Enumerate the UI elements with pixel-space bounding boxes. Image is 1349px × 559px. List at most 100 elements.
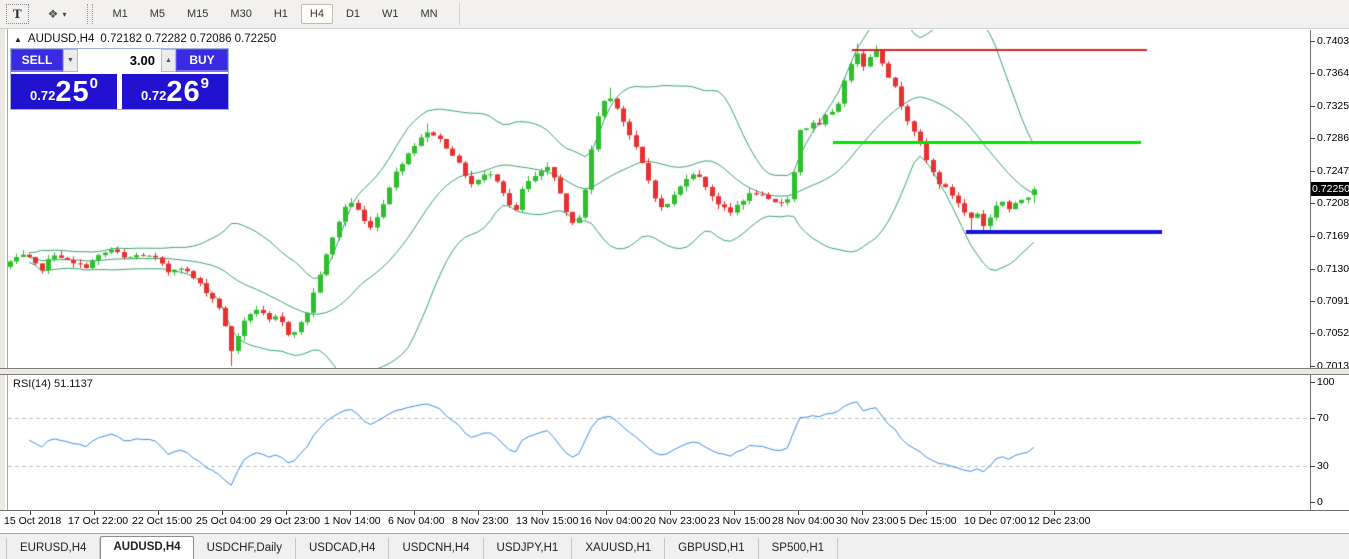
buy-price-box[interactable]: 0.72 26 9 [122, 74, 228, 109]
arrow-style-dropdown-button[interactable]: ❖ ▾ [39, 3, 76, 25]
buy-price-big: 26 [166, 76, 201, 108]
pane-separator[interactable] [0, 368, 1349, 375]
time-axis-tick [1054, 511, 1055, 515]
timeframe-button-mn[interactable]: MN [412, 4, 447, 24]
time-axis-tick [798, 511, 799, 515]
chart-tab-xauusd-h1[interactable]: XAUUSD,H1 [572, 538, 666, 559]
price-axis-tick [1310, 138, 1315, 139]
chart-tab-usdcad-h4[interactable]: USDCAD,H4 [296, 538, 390, 559]
time-axis-label: 28 Nov 04:00 [772, 515, 835, 527]
text-tool-button[interactable]: T [6, 4, 29, 24]
top-toolbar: T ❖ ▾ M1 M5 M15 M30 H1 H4 D1 W1 MN [0, 0, 1349, 29]
dropdown-caret-icon: ▾ [62, 9, 67, 19]
time-axis: 15 Oct 2018 17 Oct 22:00 22 Oct 15:00 25 Oc… [0, 510, 1349, 533]
price-axis-tick [1310, 236, 1315, 237]
buy-button[interactable]: BUY [176, 49, 228, 72]
rsi-axis-tick [1310, 502, 1315, 503]
sell-button[interactable]: SELL [11, 49, 63, 72]
chart-tab-usdchf-daily[interactable]: USDCHF,Daily [194, 538, 296, 559]
volume-increase-button[interactable]: ▲ [161, 49, 176, 72]
time-axis-label: 16 Nov 04:00 [580, 515, 643, 527]
arrow-style-icon: ❖ [47, 7, 59, 21]
chart-tab-sp500-h1[interactable]: SP500,H1 [759, 538, 839, 559]
time-axis-tick [478, 511, 479, 515]
price-axis-border [1310, 30, 1311, 510]
timeframe-button-w1[interactable]: W1 [373, 4, 408, 24]
time-axis-tick [990, 511, 991, 515]
timeframe-button-m5[interactable]: M5 [141, 4, 174, 24]
timeframe-button-m30[interactable]: M30 [221, 4, 260, 24]
price-axis-tick [1310, 333, 1315, 334]
time-axis-tick [542, 511, 543, 515]
toolbar-grip[interactable] [87, 4, 94, 24]
chart-tab-usdjpy-h1[interactable]: USDJPY,H1 [484, 538, 573, 559]
time-axis-tick [670, 511, 671, 515]
time-axis-tick [30, 511, 31, 515]
chart-tab-usdcnh-h4[interactable]: USDCNH,H4 [389, 538, 484, 559]
time-axis-label: 17 Oct 22:00 [68, 515, 129, 527]
timeframe-bar: M1 M5 M15 M30 H1 H4 D1 W1 MN [101, 4, 448, 24]
toolbar-separator [458, 3, 460, 25]
price-axis-tick [1310, 171, 1315, 172]
time-axis-label: 15 Oct 2018 [4, 515, 62, 527]
price-axis-tick [1310, 269, 1315, 270]
timeframe-button-m1[interactable]: M1 [103, 4, 136, 24]
timeframe-button-d1[interactable]: D1 [337, 4, 369, 24]
buy-price-pip: 9 [200, 75, 209, 92]
sell-price-big: 25 [55, 76, 90, 108]
buy-price-prefix: 0.72 [141, 88, 167, 103]
sell-price-box[interactable]: 0.72 25 0 [11, 74, 117, 109]
price-axis-tick [1310, 203, 1315, 204]
rsi-chart-canvas[interactable] [8, 375, 1310, 510]
time-axis-tick [286, 511, 287, 515]
trade-panel-prices: 0.72 25 0 0.72 26 9 [11, 72, 228, 109]
time-axis-tick [158, 511, 159, 515]
time-axis-label: 10 Dec 07:00 [964, 515, 1027, 527]
price-axis-tick [1310, 41, 1315, 42]
volume-input[interactable] [78, 49, 161, 72]
time-axis-tick [222, 511, 223, 515]
trade-panel-controls: SELL ▼ ▲ BUY [11, 49, 228, 72]
time-axis-label: 30 Nov 23:00 [836, 515, 899, 527]
time-axis-label: 8 Nov 23:00 [452, 515, 509, 527]
price-axis-tick [1310, 73, 1315, 74]
volume-decrease-button[interactable]: ▼ [63, 49, 78, 72]
chart-tab-gbpusd-h1[interactable]: GBPUSD,H1 [665, 538, 759, 559]
rsi-axis-tick [1310, 418, 1315, 419]
time-axis-tick [926, 511, 927, 515]
time-axis-label: 29 Oct 23:00 [260, 515, 321, 527]
price-axis-tick [1310, 301, 1315, 302]
sell-price-pip: 0 [89, 75, 98, 92]
price-axis-label: 0.70130 [1317, 360, 1349, 372]
chart-tab-eurusd-h4[interactable]: EURUSD,H4 [6, 538, 101, 559]
current-price-tag: 0.72250 [1311, 182, 1349, 196]
timeframe-button-m15[interactable]: M15 [178, 4, 217, 24]
chart-tab-bar: EURUSD,H4 AUDUSD,H4 USDCHF,Daily USDCAD,H4 U… [0, 533, 1349, 559]
timeframe-button-h4[interactable]: H4 [300, 4, 333, 24]
one-click-trading-panel: SELL ▼ ▲ BUY 0.72 25 0 0.72 26 9 [10, 48, 229, 110]
timeframe-button-h1[interactable]: H1 [265, 4, 297, 24]
time-axis-label: 25 Oct 04:00 [196, 515, 257, 527]
time-axis-tick [350, 511, 351, 515]
rsi-axis-label: 100 [1317, 376, 1335, 388]
chart-tab-audusd-h4[interactable]: AUDUSD,H4 [100, 536, 194, 559]
window-left-border [0, 29, 8, 533]
time-axis-label: 20 Nov 23:00 [644, 515, 707, 527]
time-axis-tick [94, 511, 95, 515]
time-axis-label: 23 Nov 15:00 [708, 515, 771, 527]
rsi-axis-label: 30 [1317, 460, 1329, 472]
time-axis-label: 22 Oct 15:00 [132, 515, 193, 527]
price-axis-tick [1310, 366, 1315, 367]
price-axis-tick [1310, 106, 1315, 107]
rsi-axis-tick [1310, 466, 1315, 467]
